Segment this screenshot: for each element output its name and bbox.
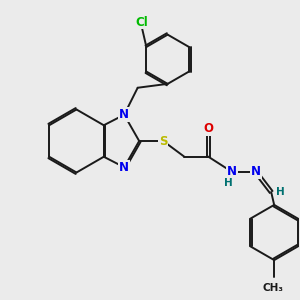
Text: H: H [276,187,285,197]
Text: H: H [224,178,232,188]
Text: O: O [203,122,213,135]
Text: N: N [119,108,129,121]
Text: N: N [250,165,261,178]
Text: N: N [226,165,237,178]
Text: S: S [159,134,167,148]
Text: Cl: Cl [136,16,148,28]
Text: N: N [119,161,129,174]
Text: CH₃: CH₃ [262,283,283,293]
